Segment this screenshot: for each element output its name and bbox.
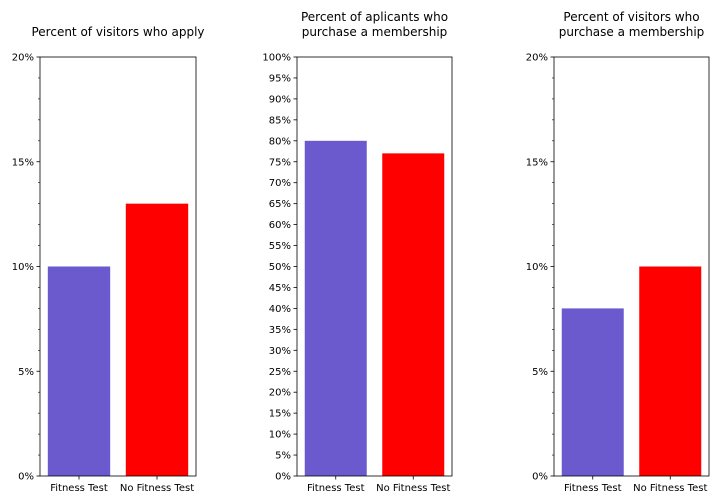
y-tick-label: 80%: [269, 136, 291, 147]
subplot-2: 0% 5% 10% 15% 20% 25% 30% 35% 40% 45% 50% 55% 60% 65%…: [262, 10, 453, 494]
y-tick-label: 5%: [532, 367, 548, 378]
y-tick-label: 5%: [18, 367, 34, 378]
y-tick-label: 20%: [269, 388, 291, 399]
y-tick-label: 20%: [526, 53, 548, 64]
y-tick-label: 0%: [532, 472, 548, 483]
y-tick-label: 10%: [12, 262, 34, 273]
y-tick-label: 45%: [269, 283, 291, 294]
bar-fitness-test: [304, 140, 367, 477]
y-tick-label: 20%: [12, 53, 34, 64]
y-tick-label: 35%: [269, 325, 291, 336]
x-tick-label: No Fitness Test: [376, 483, 450, 494]
y-tick-label: 100%: [262, 53, 291, 64]
chart-title-line: purchase a membership: [559, 25, 705, 39]
bar-no-fitness-test: [639, 266, 702, 476]
y-tick-label: 15%: [12, 157, 34, 168]
bar-fitness-test: [47, 266, 111, 476]
y-tick-label: 60%: [269, 220, 291, 231]
y-tick-label: 10%: [269, 430, 291, 441]
y-tick-label: 85%: [269, 115, 291, 126]
x-tick-label: Fitness Test: [564, 483, 622, 494]
y-tick-label: 90%: [269, 94, 291, 105]
bar-no-fitness-test: [382, 153, 445, 476]
x-tick-label: Fitness Test: [50, 483, 108, 494]
y-tick-label: 65%: [269, 199, 291, 210]
bar-fitness-test: [561, 308, 624, 476]
x-tick-label: No Fitness Test: [633, 483, 707, 494]
chart-title: Percent of visitors who purchase a member…: [559, 10, 705, 39]
x-tick-label: Fitness Test: [307, 483, 365, 494]
bar-no-fitness-test: [125, 203, 189, 476]
chart-title: Percent of visitors who apply: [31, 25, 204, 39]
y-tick-label: 95%: [269, 73, 291, 84]
y-tick-label: 25%: [269, 367, 291, 378]
y-tick-label: 0%: [275, 472, 291, 483]
y-tick-label: 15%: [269, 409, 291, 420]
y-tick-label: 70%: [269, 178, 291, 189]
chart-title: Percent of aplicants who purchase a membe…: [301, 10, 448, 39]
x-tick-label: No Fitness Test: [120, 483, 194, 494]
chart-title-line: Percent of visitors who: [563, 10, 699, 24]
subplot-1: 0% 5% 10% 15% 20% Fitness Test No Fitness Test…: [12, 25, 205, 494]
y-tick-label: 40%: [269, 304, 291, 315]
y-tick-label: 0%: [18, 472, 34, 483]
subplot-3: 0% 5% 10% 15% 20% Fitness Test No Fitness Test…: [526, 10, 710, 494]
y-tick-label: 30%: [269, 346, 291, 357]
y-tick-label: 75%: [269, 157, 291, 168]
y-tick-label: 55%: [269, 241, 291, 252]
chart-title-line: Percent of aplicants who: [301, 10, 448, 24]
y-tick-label: 50%: [269, 262, 291, 273]
chart-title-line: purchase a membership: [302, 25, 448, 39]
y-tick-label: 15%: [526, 157, 548, 168]
y-tick-label: 5%: [275, 451, 291, 462]
y-tick-label: 10%: [526, 262, 548, 273]
